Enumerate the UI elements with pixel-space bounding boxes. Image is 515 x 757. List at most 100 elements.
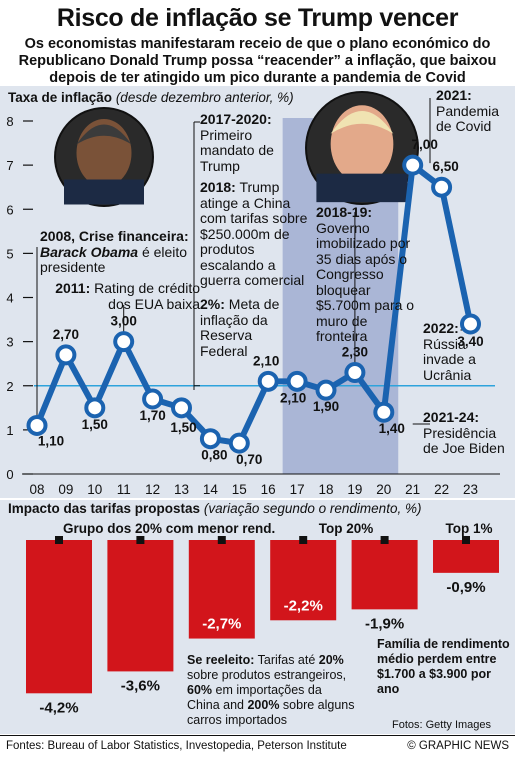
annotation-covid-text: Pandemia de Covid <box>436 102 500 134</box>
annotation-2008-heading: 2008, Crise financeira: <box>40 228 189 244</box>
data-point <box>402 154 424 176</box>
annotation-biden-text: Presidência de Joe Biden <box>423 424 505 456</box>
annotation-trump-term-heading: 2017-2020: <box>200 111 272 127</box>
annotation-trump-term: 2017-2020: Primeiro mandato de Trump <box>200 111 310 174</box>
reelection-rate: 20% <box>318 653 344 667</box>
x-tick-label: 17 <box>290 482 305 497</box>
annotation-fed-target: 2%: Meta de inflação da Reserva Federal <box>200 296 290 359</box>
reelection-note-text: Tarifas até 20% sobre produtos estrangei… <box>187 653 355 727</box>
bar-marker <box>299 536 308 544</box>
bar-marker <box>136 536 145 544</box>
y-tick-label: 5 <box>6 246 13 261</box>
bar-value-label: -4,2% <box>39 699 78 716</box>
data-point <box>460 313 481 335</box>
bar-marker <box>380 536 389 544</box>
data-point <box>26 414 48 436</box>
impact-bar <box>433 540 499 573</box>
family-income-note: Família de rendimento médio perdem entre… <box>377 637 510 696</box>
x-tick-label: 08 <box>29 482 44 497</box>
page-title: Risco de inflação se Trump vencer <box>56 4 459 32</box>
obama-portrait <box>54 107 154 207</box>
annotation-2018-tariffs-text: Trump atinge a China com tarifas sobre $… <box>200 179 308 288</box>
bar-value-label: -1,9% <box>365 615 404 632</box>
x-tick-label: 16 <box>261 482 276 497</box>
data-point <box>84 397 106 419</box>
data-label: 3,00 <box>111 314 137 329</box>
trump-portrait <box>305 91 419 205</box>
data-point <box>228 432 250 454</box>
annotation-russia-text: Rússia invade a Ucrânia <box>423 335 476 383</box>
bar-value-label: -3,6% <box>121 677 160 694</box>
data-point <box>142 388 164 410</box>
impact-bar <box>188 540 255 639</box>
annotation-2018-tariffs-heading: 2018: <box>200 179 236 195</box>
annotation-covid: 2021: Pandemia de Covid <box>436 87 514 135</box>
data-label: 3,40 <box>457 334 483 349</box>
annotation-biden-heading: 2021-24: <box>423 409 480 425</box>
annotation-shutdown-text: Governo imobilizado por 35 dias após o C… <box>316 219 415 344</box>
data-label: 1,90 <box>313 399 339 414</box>
suit-shape <box>316 173 408 203</box>
subtitle-line-3: depois de ter atingido um pico durante a… <box>49 70 466 86</box>
reelection-text-part: em importações da China and <box>187 683 322 712</box>
bar-marker <box>217 536 226 544</box>
impact-bar <box>26 540 92 694</box>
annotation-2008-crisis: 2008, Crise financeira: Barack Obama é e… <box>40 228 200 276</box>
x-tick-label: 21 <box>405 482 420 497</box>
data-label: 1,40 <box>379 421 405 436</box>
impact-title-note: (variação segundo o rendimento, %) <box>203 501 422 516</box>
x-tick-label: 14 <box>203 482 219 497</box>
annotation-biden: 2021-24: Presidência de Joe Biden <box>423 409 509 457</box>
data-point <box>315 379 337 401</box>
bar-marker <box>55 536 63 544</box>
reelection-note-heading: Se reeleito: <box>187 653 255 667</box>
x-tick-label: 09 <box>58 482 73 497</box>
footer-sources: Fontes: Bureau of Labor Statistics, Inve… <box>6 740 347 752</box>
photo-credit: Fotos: Getty Images <box>392 719 492 731</box>
inflation-series-line <box>34 162 474 447</box>
annotation-russia-heading: 2022: <box>423 320 459 336</box>
data-label: 1,70 <box>139 408 165 423</box>
annotation-covid-heading: 2021: <box>436 87 472 103</box>
suit-shape <box>64 179 144 205</box>
x-tick-label: 22 <box>434 482 449 497</box>
hair-shape <box>76 124 132 145</box>
data-label: 1,50 <box>170 420 196 435</box>
subtitle-line-2: Republicano Donald Trump possa “reacende… <box>18 53 497 69</box>
data-label: 1,50 <box>82 417 108 432</box>
inflation-chart-title: Taxa de inflação (desde dezembro anterio… <box>8 90 294 105</box>
data-point <box>257 370 279 392</box>
x-tick-label: 20 <box>376 482 391 497</box>
data-label: 0,70 <box>236 452 262 467</box>
impact-bar-chart: -4,2% -3,6% -2,7% -2,2% -1,9% -0,9% Grupo dos… <box>26 521 499 716</box>
x-tick-label: 13 <box>174 482 189 497</box>
y-tick-label: 1 <box>6 423 13 438</box>
x-tick-label: 18 <box>318 482 333 497</box>
hair-shape <box>330 110 394 134</box>
annotation-2011-heading: 2011: <box>55 280 91 296</box>
x-tick-label: 19 <box>347 482 362 497</box>
reelection-text-part: sobre produtos estrangeiros, <box>187 668 347 682</box>
subtitle-line-1: Os economistas manifestaram receio de qu… <box>24 36 491 52</box>
y-tick-label: 6 <box>6 202 13 217</box>
inflation-title-note: (desde dezembro anterior, %) <box>115 90 294 105</box>
annotation-shutdown: 2018-19: Governo imobilizado por 35 dias… <box>316 204 420 345</box>
annotation-2018-tariffs: 2018: Trump atinge a China com tarifas s… <box>200 179 312 289</box>
y-tick-label: 7 <box>6 158 13 173</box>
data-point <box>55 344 77 366</box>
bar-value-label: -2,2% <box>284 597 323 614</box>
reelection-text-part: sobre alguns carros importados <box>187 698 355 727</box>
x-tick-label: 15 <box>232 482 247 497</box>
annotation-russia: 2022: Rússia invade a Ucrânia <box>423 320 497 383</box>
annotation-2011-credit: 2011: Rating de crédito dos EUA baixa <box>52 280 200 312</box>
data-label: 2,10 <box>253 353 279 368</box>
impact-bar <box>107 540 174 672</box>
annotation-2011-text: Rating de crédito dos EUA baixa <box>94 280 200 312</box>
x-tick-label: 11 <box>117 482 131 497</box>
data-point <box>286 370 308 392</box>
y-tick-label: 8 <box>6 114 13 129</box>
annotation-fed-target-text: Meta de inflação da Reserva Federal <box>200 296 280 359</box>
annotation-trump-term-text: Primeiro mandato de Trump <box>200 126 274 174</box>
bar-category-label: Top 20% <box>319 521 374 536</box>
